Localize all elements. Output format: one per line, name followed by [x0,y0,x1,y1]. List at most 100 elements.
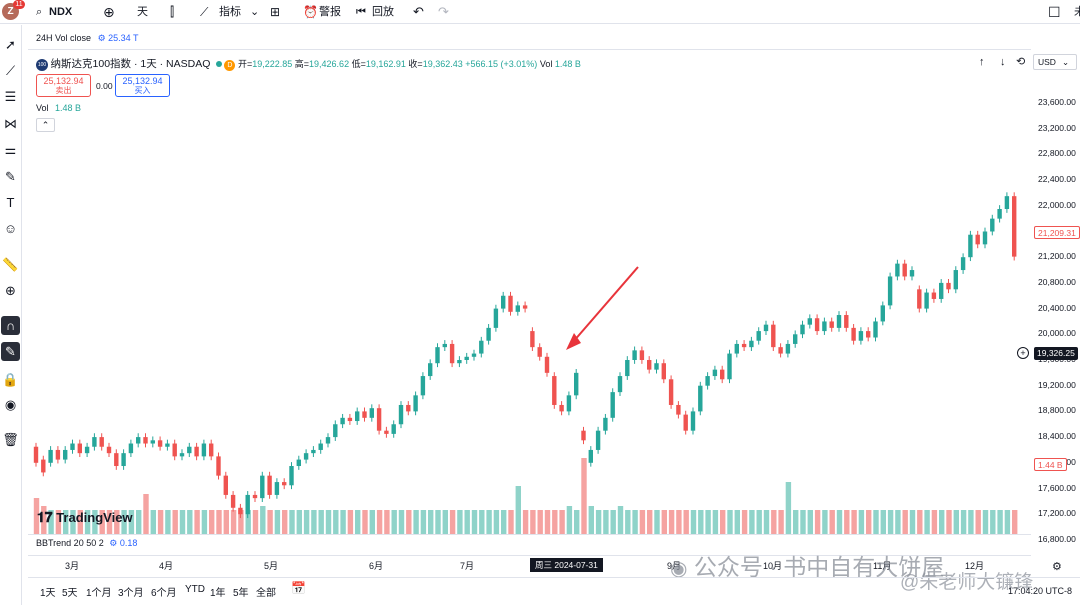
wechat-icon: ◉ [670,558,688,580]
volume-bar [84,510,91,534]
volume-bar [442,510,448,534]
trash-icon[interactable]: 🗑 [2,432,19,447]
brush-icon[interactable]: ✎ [5,169,16,184]
alerts-button[interactable]: 警报 [319,6,341,18]
candle [661,363,666,380]
candle [793,334,798,344]
volume-bar [924,510,930,534]
candle [165,443,170,447]
range-button[interactable]: 1年 [210,588,226,599]
volume-bar [1012,510,1018,534]
volume-bar [639,510,646,534]
candle [267,475,272,495]
buy-price: 25,132.94 [122,76,163,86]
open-label: 开= [237,59,253,69]
range-button[interactable]: 6个月 [151,588,177,599]
candle [858,331,864,341]
indicators-icon[interactable]: ⟋ [200,5,209,19]
add-symbol-icon[interactable]: ⊕ [103,4,115,20]
pattern-icon[interactable]: ⋈ [4,116,17,131]
fib-icon[interactable]: ☰ [4,89,17,104]
redo-icon[interactable]: ↷ [438,4,449,19]
candle [515,305,520,312]
volume-bar [289,510,295,534]
volume-bar [522,510,529,534]
eye-icon[interactable]: ◉ [4,397,17,412]
range-button[interactable]: 1个月 [86,588,112,599]
candle [763,324,769,332]
candle [106,446,112,454]
indicators-button[interactable]: 指标 [219,6,241,18]
volume-bar [997,510,1003,534]
range-button[interactable]: 5天 [62,588,78,599]
candle [720,369,725,380]
candle [55,449,61,460]
candle [194,446,199,457]
magnet-icon[interactable]: ∩ [1,316,20,335]
volume-bar [369,510,375,534]
volume-bar [501,510,507,534]
candle [836,315,842,328]
chevron-down-icon[interactable]: ⌄ [250,6,260,18]
cursor-icon[interactable]: ➚ [5,37,16,52]
ruler-icon[interactable]: 📏 [2,257,19,272]
volume-bar [931,510,938,534]
calendar-icon[interactable]: 📅 [291,581,306,595]
zoom-in-icon[interactable]: ⊕ [5,283,16,298]
volume-bar [508,510,514,534]
layout-icon[interactable]: ⊞ [270,5,281,19]
undo-icon[interactable]: ↶ [413,4,424,19]
range-button[interactable]: 1天 [40,588,56,599]
arrow-up-icon[interactable]: ↑ [979,56,985,68]
emoji-icon[interactable]: ☺ [3,221,18,236]
candle [369,408,374,418]
refresh-icon[interactable]: ⟲ [1016,56,1026,68]
candle [975,234,980,245]
vol-value: 1.48 B [554,59,581,69]
volume-bar [428,510,434,534]
bbtrend-settings-icon[interactable]: ⚙ [109,538,118,548]
current-price-tag: 21,209.31 [1034,226,1080,239]
buy-button[interactable]: 25,132.94 买入 [115,74,170,97]
annotation-arrow[interactable] [572,266,639,343]
alarm-icon[interactable]: ⏰ [303,5,318,19]
replay-button[interactable]: 回放 [372,6,394,18]
trend-line-icon[interactable]: ⟋ [5,63,16,78]
time-axis[interactable] [28,555,1031,577]
candle [581,430,586,441]
volume-bar [552,510,558,534]
prediction-icon[interactable]: ⚌ [4,142,17,157]
cursor-price-plus-icon[interactable]: + [1017,347,1029,359]
sell-button[interactable]: 25,132.94 卖出 [36,74,91,97]
replay-icon[interactable]: ⏮ [356,6,366,18]
symbol-search[interactable]: NDX [49,6,73,18]
settings-icon[interactable]: ⚙ [1052,561,1062,573]
candle [92,437,97,447]
volume-bar [223,510,229,534]
fullscreen-icon[interactable]: ☐ [1048,4,1061,20]
volume-bar [318,510,324,534]
volume-bar [581,458,587,534]
candles-icon[interactable]: ⫿ [170,4,175,19]
range-button[interactable]: 全部 [256,588,276,599]
volume-bar [975,510,981,534]
volume-bar [238,510,244,534]
vol-label: Vol [539,59,553,69]
vol24-settings-icon[interactable]: ⚙ [97,33,106,43]
lock-drawing-icon[interactable]: ✎ [1,342,20,361]
search-icon[interactable]: ⌕ [36,6,43,18]
text-icon[interactable]: T [6,195,15,210]
candle [143,437,148,444]
spread-value: 0.00 [96,81,113,91]
lock-icon[interactable]: 🔒 [2,372,19,387]
currency-select[interactable]: USD ⌄ [1033,54,1077,70]
collapse-legend-button[interactable]: ⌃ [36,118,55,132]
range-button[interactable]: 3个月 [118,588,144,599]
range-button[interactable]: YTD [185,584,205,595]
arrow-down-icon[interactable]: ↓ [1000,56,1006,68]
range-button[interactable]: 5年 [233,588,249,599]
volume-bar [690,510,697,534]
tradingview-logo[interactable]: 𝟏𝟕 TradingView [37,509,133,526]
interval-button[interactable]: 天 [137,6,148,18]
chart-plot[interactable] [28,50,1031,555]
